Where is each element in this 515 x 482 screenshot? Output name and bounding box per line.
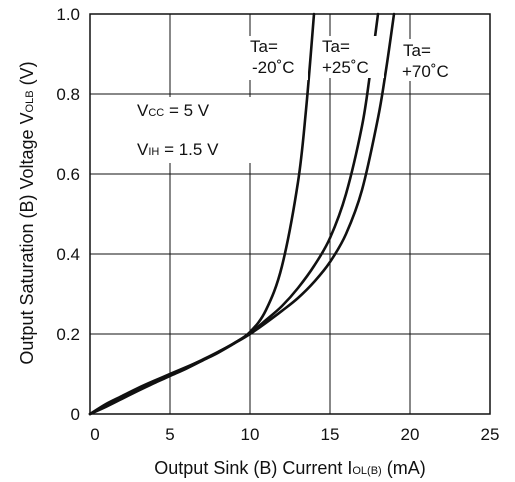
y-tick-labels: 0 0.2 0.4 0.6 0.8 1.0 <box>56 5 80 424</box>
plot-frame <box>89 13 491 415</box>
y-tick-label: 0.4 <box>56 245 80 264</box>
x-tick-label: 25 <box>481 425 500 444</box>
series-label-25-line2: +25˚C <box>322 58 369 77</box>
series-label-25-line1: Ta= <box>322 37 350 56</box>
y-tick-label: 0 <box>71 405 80 424</box>
x-tick-label: 0 <box>90 425 99 444</box>
series-label-minus20: Ta= -20˚C <box>246 36 308 80</box>
condition-vih: VIH = 1.5 V <box>137 140 219 159</box>
x-tick-labels: 0 5 10 15 20 25 <box>90 425 499 444</box>
y-tick-label: 0.8 <box>56 85 80 104</box>
x-axis-title: Output Sink (B) Current IOL(B) (mA) <box>154 458 425 478</box>
series-label-minus20-line2: -20˚C <box>252 58 295 77</box>
conditions-box: VCC = 5 V VIH = 1.5 V <box>132 97 254 163</box>
x-tick-label: 15 <box>321 425 340 444</box>
series-line-70 <box>88 12 396 416</box>
y-tick-label: 0.2 <box>56 325 80 344</box>
series-label-25: Ta= +25˚C <box>318 36 384 78</box>
x-tick-label: 5 <box>165 425 174 444</box>
x-tick-label: 20 <box>401 425 420 444</box>
series-label-70-line2: +70˚C <box>402 62 449 81</box>
condition-vcc: VCC = 5 V <box>137 101 210 120</box>
y-axis-title: Output Saturation (B) Voltage VOLB (V) <box>17 61 37 364</box>
x-tick-label: 10 <box>241 425 260 444</box>
series-label-70-line1: Ta= <box>403 41 431 60</box>
series-label-70: Ta= +70˚C <box>397 39 467 81</box>
curves <box>88 12 396 416</box>
series-label-minus20-line1: Ta= <box>250 37 278 56</box>
y-tick-label: 1.0 <box>56 5 80 24</box>
y-tick-label: 0.6 <box>56 165 80 184</box>
